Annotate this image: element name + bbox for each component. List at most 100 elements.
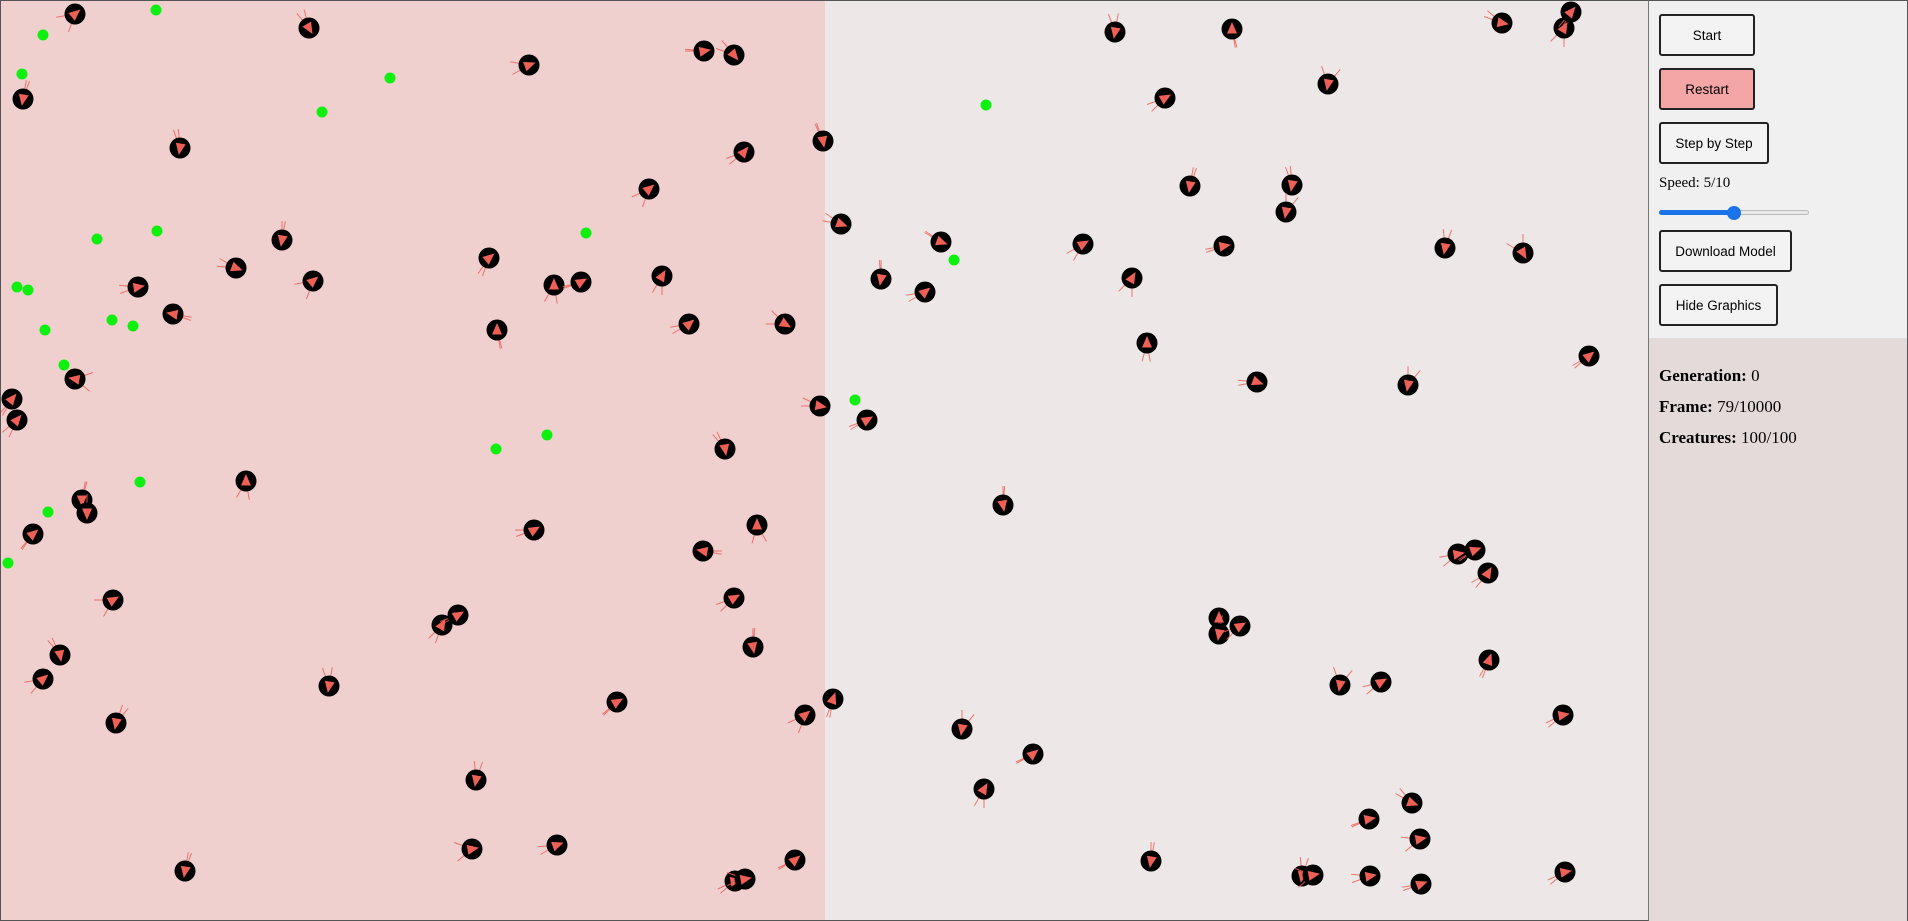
food-dot-icon — [384, 72, 396, 84]
food-dot-icon — [849, 394, 861, 406]
creature-arrow-icon — [715, 587, 745, 612]
creature-arrow-icon — [543, 274, 565, 304]
food-dot-icon — [127, 320, 139, 332]
download-model-button[interactable]: Download Model — [1659, 230, 1792, 272]
creature-arrow-icon — [1066, 233, 1094, 261]
creature-arrow-icon — [1281, 166, 1303, 196]
restart-button[interactable]: Restart — [1659, 68, 1755, 110]
creature-arrow-icon — [1208, 615, 1230, 645]
creature-arrow-icon — [1317, 65, 1341, 95]
creature-arrow-icon — [1572, 345, 1600, 369]
speed-slider-fill — [1659, 210, 1734, 215]
creature-arrow-icon — [870, 260, 892, 290]
creature-arrow-icon — [812, 122, 834, 152]
creature-arrow-icon — [1205, 235, 1235, 257]
controls-panel: Start Restart Step by Step Speed: 5/10 D… — [1649, 1, 1907, 338]
creature-arrow-icon — [1238, 371, 1268, 393]
creature-arrow-icon — [951, 710, 975, 740]
creature-arrow-icon — [726, 868, 756, 890]
creatures-value: 100/100 — [1741, 428, 1797, 447]
simulation-svg — [1, 1, 1648, 920]
creature-arrow-icon — [1362, 671, 1392, 695]
creature-arrow-icon — [766, 310, 796, 335]
creature-arrow-icon — [725, 141, 755, 165]
creature-arrow-icon — [453, 838, 483, 862]
creature-arrow-icon — [296, 9, 320, 39]
food-dot-icon — [22, 284, 34, 296]
creature-arrow-icon — [1, 388, 23, 416]
creature-arrow-icon — [20, 523, 44, 550]
creature-arrow-icon — [924, 230, 952, 253]
generation-label: Generation: — [1659, 366, 1747, 385]
step-by-step-button[interactable]: Step by Step — [1659, 122, 1769, 164]
creature-arrow-icon — [1458, 539, 1486, 562]
creature-arrow-icon — [515, 519, 545, 541]
creature-arrow-icon — [538, 834, 568, 856]
creature-arrow-icon — [712, 431, 736, 460]
creature-arrow-icon — [670, 313, 700, 335]
generation-stat: Generation: 0 — [1659, 366, 1907, 397]
creature-arrow-icon — [64, 368, 94, 392]
food-dot-icon — [580, 227, 592, 239]
creature-arrow-icon — [1506, 234, 1534, 264]
creature-arrow-icon — [217, 257, 247, 279]
speed-label: Speed: 5/10 — [1659, 175, 1731, 191]
creature-arrow-icon — [24, 668, 54, 694]
creature-arrow-icon — [56, 3, 86, 33]
food-layer — [2, 4, 992, 569]
creature-arrow-icon — [746, 514, 768, 544]
creature-arrow-icon — [848, 409, 878, 431]
speed-slider[interactable] — [1659, 204, 1809, 220]
food-dot-icon — [490, 443, 502, 455]
creature-arrow-icon — [235, 470, 257, 500]
sidebar: Start Restart Step by Step Speed: 5/10 D… — [1648, 0, 1908, 921]
food-dot-icon — [2, 557, 14, 569]
creature-arrow-icon — [1104, 13, 1126, 43]
creature-arrow-icon — [1351, 865, 1381, 887]
creature-layer — [1, 1, 1600, 895]
creature-arrow-icon — [651, 265, 673, 295]
creature-arrow-icon — [1179, 167, 1201, 197]
frame-value: 79/10000 — [1717, 397, 1782, 416]
creature-arrow-icon — [562, 271, 592, 293]
stats-panel: Generation: 0 Frame: 79/10000 Creatures:… — [1649, 338, 1907, 921]
creature-arrow-icon — [119, 276, 149, 298]
creature-arrow-icon — [1483, 10, 1513, 34]
food-dot-icon — [16, 68, 28, 80]
creature-arrow-icon — [1434, 229, 1456, 259]
creature-arrow-icon — [162, 303, 192, 325]
creature-arrow-icon — [992, 486, 1014, 516]
creature-arrow-icon — [1558, 1, 1582, 29]
creature-arrow-icon — [94, 589, 124, 617]
food-dot-icon — [106, 314, 118, 326]
food-dot-icon — [37, 29, 49, 41]
food-dot-icon — [151, 225, 163, 237]
food-dot-icon — [948, 254, 960, 266]
creature-arrow-icon — [105, 704, 129, 734]
creature-arrow-icon — [1401, 828, 1431, 852]
creature-arrow-icon — [906, 281, 936, 303]
creature-arrow-icon — [822, 212, 852, 235]
creature-arrow-icon — [1221, 615, 1251, 640]
creature-arrow-icon — [428, 614, 453, 644]
simulation-canvas[interactable] — [0, 0, 1648, 921]
creature-arrow-icon — [1439, 543, 1469, 567]
creature-arrow-icon — [174, 852, 196, 882]
creature-arrow-icon — [76, 494, 98, 524]
creature-arrow-icon — [1275, 193, 1299, 223]
creature-arrow-icon — [1146, 87, 1176, 112]
hide-graphics-button[interactable]: Hide Graphics — [1659, 284, 1778, 326]
start-button[interactable]: Start — [1659, 14, 1755, 56]
creature-arrow-icon — [294, 270, 324, 300]
creature-arrow-icon — [1471, 562, 1499, 588]
speed-slider-thumb[interactable] — [1727, 206, 1741, 220]
food-dot-icon — [11, 281, 23, 293]
food-dot-icon — [980, 99, 992, 111]
food-dot-icon — [42, 506, 54, 518]
creature-arrow-icon — [685, 40, 715, 62]
frame-stat: Frame: 79/10000 — [1659, 397, 1907, 428]
creature-arrow-icon — [777, 849, 806, 871]
creature-arrow-icon — [602, 691, 628, 716]
creature-arrow-icon — [1136, 332, 1158, 362]
